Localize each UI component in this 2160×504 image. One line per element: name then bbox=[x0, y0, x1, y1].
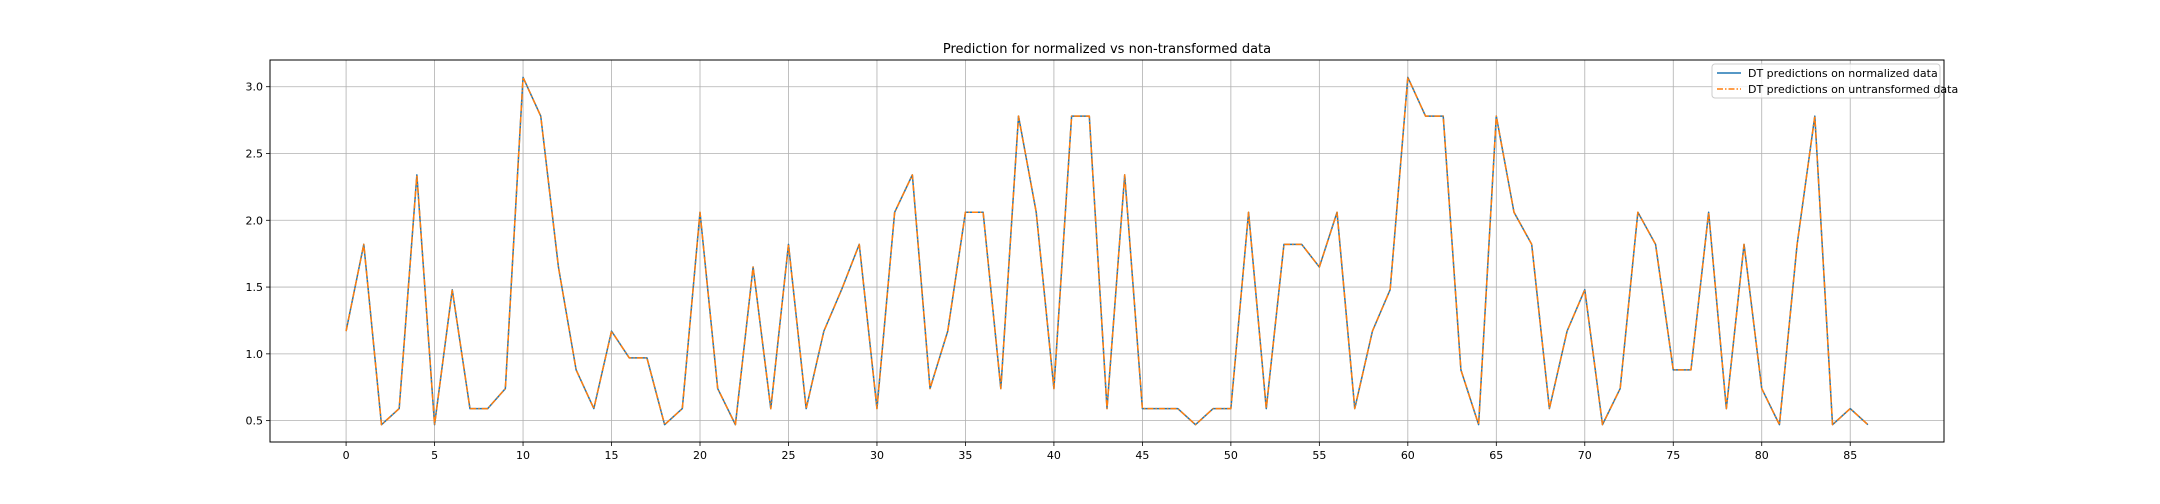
x-tick-label: 60 bbox=[1401, 449, 1415, 462]
x-tick-label: 50 bbox=[1224, 449, 1238, 462]
axis-layer: 0 5 10 15 20 25 30 35 40 45 50 55 60 65 70 75 80 85 0.5 1.0… bbox=[246, 81, 1858, 462]
x-tick-label: 0 bbox=[343, 449, 350, 462]
legend-label-normalized: DT predictions on normalized data bbox=[1748, 67, 1938, 80]
x-tick-label: 75 bbox=[1666, 449, 1680, 462]
x-tick-label: 45 bbox=[1135, 449, 1149, 462]
x-tick-label: 30 bbox=[870, 449, 884, 462]
x-tick-label: 85 bbox=[1843, 449, 1857, 462]
legend: DT predictions on normalized data DT pre… bbox=[1711, 63, 1958, 99]
y-tick-label: 1.5 bbox=[246, 281, 264, 294]
x-tick-label: 10 bbox=[516, 449, 530, 462]
x-tick-label: 25 bbox=[781, 449, 795, 462]
chart-title: Prediction for normalized vs non-transfo… bbox=[943, 42, 1271, 57]
y-tick-label: 2.0 bbox=[246, 214, 264, 227]
y-tick-label: 3.0 bbox=[246, 81, 264, 94]
grid-layer bbox=[270, 60, 1944, 442]
x-tick-label: 80 bbox=[1755, 449, 1769, 462]
x-tick-label: 5 bbox=[431, 449, 438, 462]
x-tick-label: 55 bbox=[1312, 449, 1326, 462]
legend-label-untransformed: DT predictions on untransformed data bbox=[1748, 83, 1958, 96]
x-tick-label: 20 bbox=[693, 449, 707, 462]
y-tick-label: 1.0 bbox=[246, 348, 264, 361]
series-layer bbox=[345, 76, 1869, 426]
x-tick-label: 15 bbox=[605, 449, 619, 462]
x-tick-label: 65 bbox=[1489, 449, 1503, 462]
x-tick-label: 35 bbox=[958, 449, 972, 462]
x-tick-label: 40 bbox=[1047, 449, 1061, 462]
x-tick-label: 70 bbox=[1578, 449, 1592, 462]
y-tick-label: 2.5 bbox=[246, 147, 264, 160]
y-tick-label: 0.5 bbox=[246, 415, 264, 428]
legend-box bbox=[1711, 63, 1941, 99]
plot-area-frame bbox=[269, 59, 1945, 443]
series-line-untransformed bbox=[345, 76, 1869, 426]
